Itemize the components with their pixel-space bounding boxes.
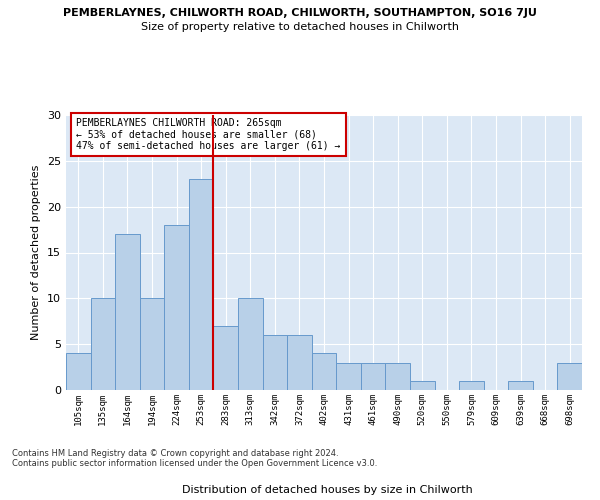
Text: Size of property relative to detached houses in Chilworth: Size of property relative to detached ho…: [141, 22, 459, 32]
Bar: [66, 354, 91, 390]
Bar: [263, 335, 287, 390]
Bar: [214, 326, 238, 390]
Bar: [336, 362, 361, 390]
Bar: [312, 354, 336, 390]
Bar: [140, 298, 164, 390]
Bar: [238, 298, 263, 390]
Bar: [459, 381, 484, 390]
Bar: [91, 298, 115, 390]
Text: PEMBERLAYNES CHILWORTH ROAD: 265sqm
← 53% of detached houses are smaller (68)
47: PEMBERLAYNES CHILWORTH ROAD: 265sqm ← 53…: [76, 118, 341, 151]
Bar: [115, 234, 140, 390]
Text: Contains public sector information licensed under the Open Government Licence v3: Contains public sector information licen…: [12, 458, 377, 468]
Text: Distribution of detached houses by size in Chilworth: Distribution of detached houses by size …: [182, 485, 472, 495]
Text: PEMBERLAYNES, CHILWORTH ROAD, CHILWORTH, SOUTHAMPTON, SO16 7JU: PEMBERLAYNES, CHILWORTH ROAD, CHILWORTH,…: [63, 8, 537, 18]
Bar: [410, 381, 434, 390]
Text: Contains HM Land Registry data © Crown copyright and database right 2024.: Contains HM Land Registry data © Crown c…: [12, 448, 338, 458]
Bar: [557, 362, 582, 390]
Y-axis label: Number of detached properties: Number of detached properties: [31, 165, 41, 340]
Bar: [287, 335, 312, 390]
Bar: [508, 381, 533, 390]
Bar: [164, 225, 189, 390]
Bar: [189, 179, 214, 390]
Bar: [385, 362, 410, 390]
Bar: [361, 362, 385, 390]
